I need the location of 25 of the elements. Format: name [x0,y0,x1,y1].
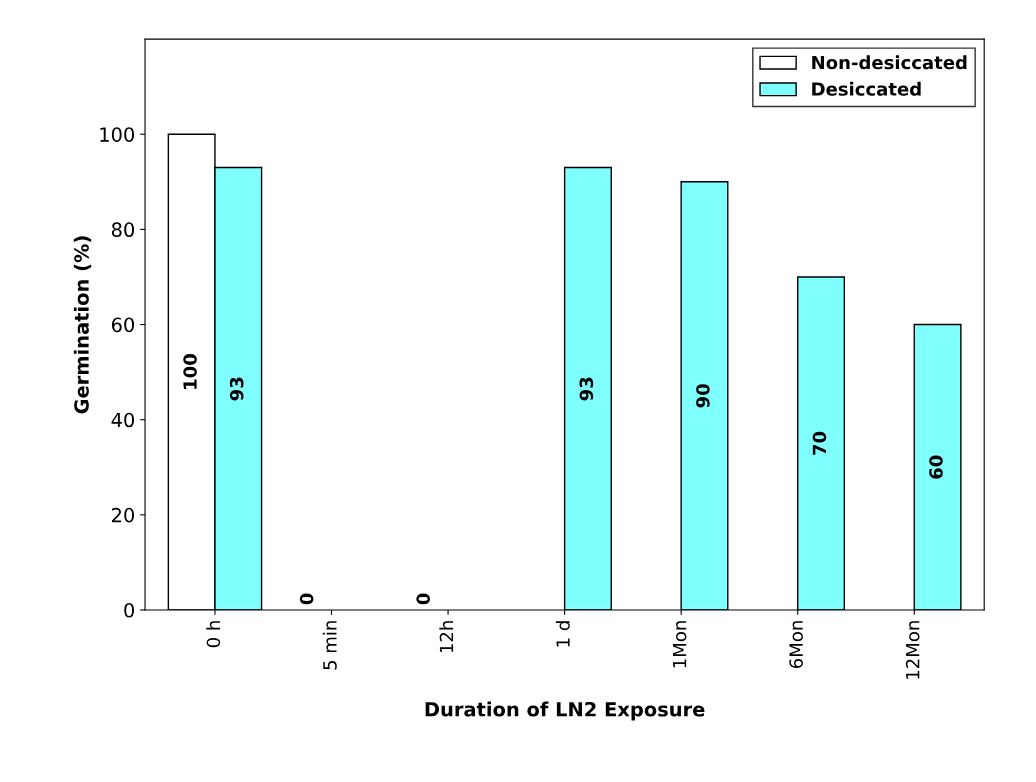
legend-label: Desiccated [812,81,921,96]
x-tick-label: 1 d [555,621,570,647]
y-tick-label: 0 [124,602,135,618]
y-tick-label: 60 [111,317,135,333]
data-label: 70 [812,431,827,455]
legend-label: Non-desiccated [812,55,967,70]
y-tick-label: 100 [100,127,135,142]
data-label: 93 [229,377,244,401]
y-tick-label: 40 [111,412,135,428]
y-tick-label: 20 [112,507,135,523]
data-label: 0 [299,593,314,605]
x-axis-title: Duration of LN2 Exposure [425,701,705,721]
data-label: 0 [416,593,430,605]
data-label: 100 [183,354,197,389]
x-tick-label: 6Mon [789,621,803,668]
data-label: 93 [579,377,594,401]
x-tick-label: 0 h [206,621,221,648]
x-tick-label: 12h [439,621,454,653]
x-tick-label: 12Mon [905,621,920,679]
y-axis-title: Germination (%) [73,236,92,414]
x-tick-label: 1Mon [672,621,687,668]
data-label: 60 [929,455,943,479]
y-tick-label: 80 [111,222,135,238]
x-tick-label: 5 min [322,621,337,670]
data-label: 90 [696,384,710,408]
